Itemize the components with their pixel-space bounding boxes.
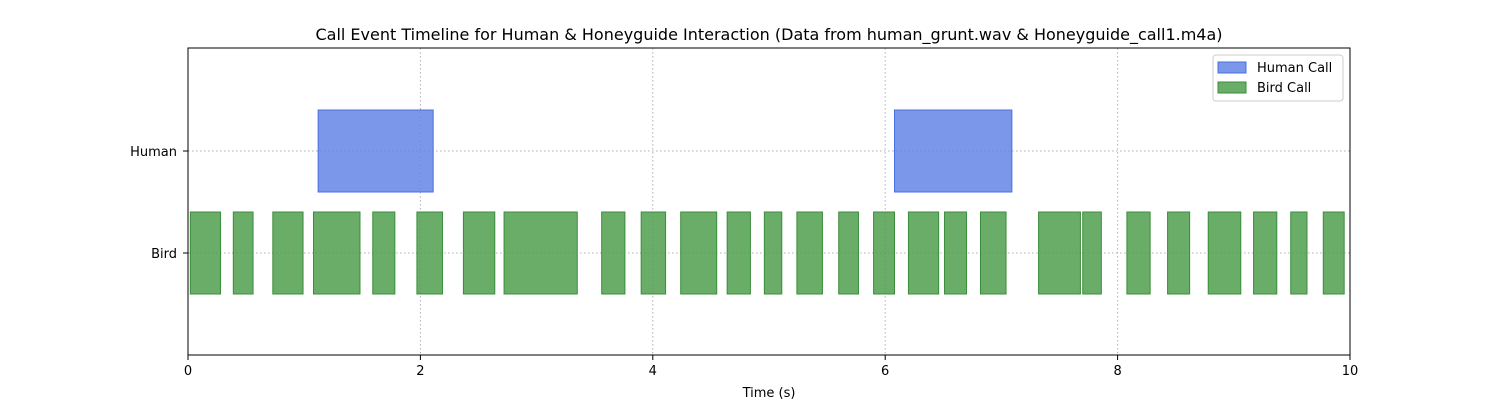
bird-call-bar xyxy=(640,211,667,295)
legend-swatch xyxy=(1217,81,1247,94)
x-tick-label: 6 xyxy=(881,364,889,379)
x-tick-label: 4 xyxy=(649,364,657,379)
y-tick-label: Bird xyxy=(151,247,177,262)
human-call-bar xyxy=(317,109,434,193)
y-tick-label: Human xyxy=(130,145,177,160)
bird-call-bar xyxy=(763,211,783,295)
bird-call-bar xyxy=(796,211,823,295)
plot-frame xyxy=(187,47,1351,356)
bird-call-bar xyxy=(462,211,496,295)
axis-ticks: 0 2 4 6 8 10 Human Bird xyxy=(130,145,1358,379)
x-tick-label: 10 xyxy=(1342,364,1359,379)
bird-call-bar xyxy=(680,211,718,295)
bird-call-bar xyxy=(272,211,304,295)
chart-title: Call Event Timeline for Human & Honeygui… xyxy=(315,25,1222,45)
bird-call-bar xyxy=(372,211,396,295)
x-tick-label: 2 xyxy=(416,364,424,379)
bird-call-bar xyxy=(416,211,443,295)
bird-call-bar xyxy=(1290,211,1308,295)
bird-call-bar xyxy=(312,211,361,295)
legend-label: Bird Call xyxy=(1257,81,1311,96)
bird-call-bar xyxy=(726,211,751,295)
x-tick-label: 0 xyxy=(184,364,192,379)
human-call-bar xyxy=(893,109,1013,193)
legend-label: Human Call xyxy=(1257,61,1332,76)
bird-call-bar xyxy=(503,211,578,295)
legend-swatch xyxy=(1217,61,1247,74)
x-tick-label: 8 xyxy=(1113,364,1121,379)
legend: Human Call Bird Call xyxy=(1212,54,1344,102)
bird-call-bar xyxy=(1207,211,1242,295)
bird-call-bar xyxy=(1038,211,1081,295)
bird-call-bar xyxy=(943,211,968,295)
bird-call-bar xyxy=(601,211,626,295)
bird-call-bar xyxy=(189,211,222,295)
bird-call-bar xyxy=(838,211,859,295)
bird-call-bar xyxy=(1082,211,1102,295)
bird-call-bar xyxy=(1167,211,1191,295)
bars xyxy=(189,109,1345,295)
bird-call-bar xyxy=(232,211,254,295)
bird-call-bar xyxy=(1126,211,1151,295)
bird-call-bar xyxy=(1253,211,1278,295)
bird-call-bar xyxy=(1322,211,1345,295)
x-axis-label: Time (s) xyxy=(742,386,796,400)
bird-call-bar xyxy=(979,211,1007,295)
bird-call-bar xyxy=(873,211,895,295)
bird-call-bar xyxy=(907,211,940,295)
grid xyxy=(187,48,1351,355)
